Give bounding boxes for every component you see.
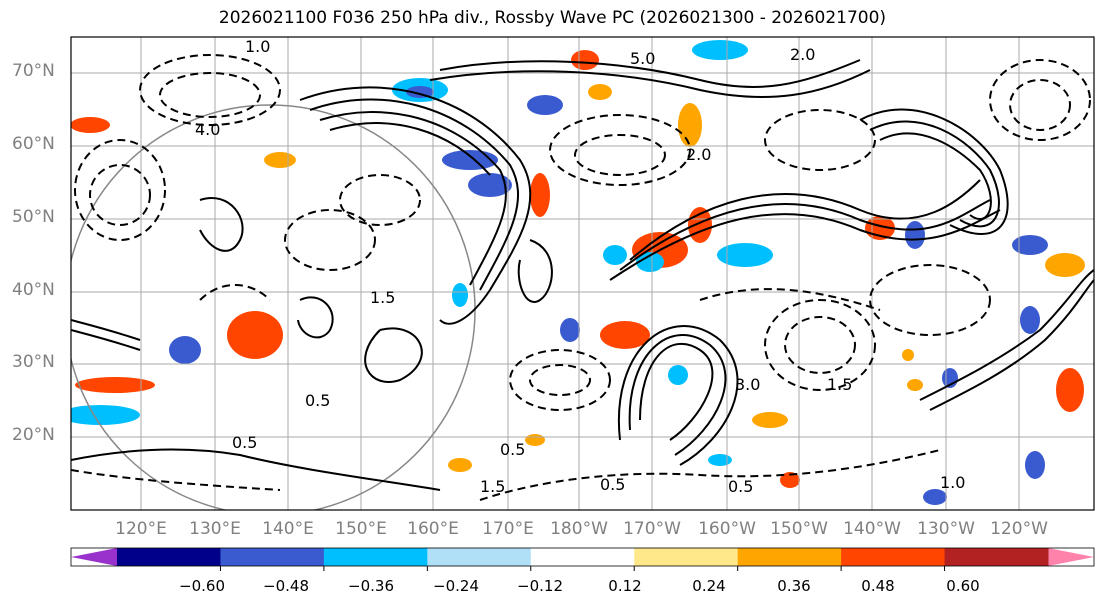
colorbar-segment <box>634 548 739 566</box>
contour-label: 0.5 <box>600 475 625 494</box>
lon-label-140e: 140°E <box>262 519 314 539</box>
colorbar-segment <box>117 548 221 566</box>
colorbar-tick-label: −0.48 <box>263 577 309 595</box>
lat-label-20n: 20°N <box>12 425 55 445</box>
colorbar-segment <box>737 548 842 566</box>
lon-label-180w: 180°W <box>550 519 608 539</box>
colorbar-segment <box>220 548 325 566</box>
colorbar-tick-label: 0.24 <box>692 577 726 595</box>
colorbar-segment <box>944 548 1049 566</box>
map-background <box>71 37 1094 510</box>
lon-label-160w: 160°W <box>698 519 756 539</box>
contour-label: 2.0 <box>686 145 711 164</box>
colorbar-segment <box>323 548 428 566</box>
contour-label: 1.5 <box>827 375 852 394</box>
colorbar-tick-label: 0.12 <box>608 577 642 595</box>
contour-label: 1.0 <box>245 37 270 56</box>
lat-label-40n: 40°N <box>12 280 55 300</box>
lon-label-120w: 120°W <box>990 519 1048 539</box>
lon-label-130e: 130°E <box>189 519 241 539</box>
colorbar-segment <box>427 548 532 566</box>
contour-label: 1.5 <box>480 477 505 496</box>
dashed-contours <box>71 54 1091 501</box>
colorbar-tick-label: −0.24 <box>433 577 479 595</box>
lon-label-150w: 150°W <box>770 519 828 539</box>
colorbar-segment <box>841 548 946 566</box>
lon-label-170e: 170°E <box>482 519 534 539</box>
colorbar-tick-label: 0.60 <box>946 577 980 595</box>
colorbar-extend-high <box>1048 548 1094 566</box>
contour-label: 5.0 <box>630 49 655 68</box>
lat-label-70n: 70°N <box>12 61 55 81</box>
colorbar-extend-low <box>71 548 117 566</box>
lat-label-60n: 60°N <box>12 134 55 154</box>
lon-label-120e: 120°E <box>115 519 167 539</box>
contour-label: 0.5 <box>305 391 330 410</box>
lat-label-50n: 50°N <box>12 207 55 227</box>
lon-label-130w: 130°W <box>917 519 975 539</box>
contour-label: 3.0 <box>735 375 760 394</box>
contour-label: 0.5 <box>728 477 753 496</box>
contour-label: 1.5 <box>370 288 395 307</box>
map-frame <box>70 36 1095 511</box>
colorbar-tick-label: −0.36 <box>348 577 394 595</box>
lon-label-150e: 150°E <box>335 519 387 539</box>
lon-label-160e: 160°E <box>407 519 459 539</box>
colorbar-tick-label: 0.48 <box>861 577 895 595</box>
solid-contours <box>71 59 1094 491</box>
contour-label: 2.0 <box>790 45 815 64</box>
contour-label: 1.0 <box>940 473 965 492</box>
colorbar <box>70 547 1095 571</box>
contour-label-group: 5.0 1.0 0.5 1.5 2.0 3.0 4.0 0.5 1.5 2.0 … <box>195 37 965 496</box>
lon-label-170w: 170°W <box>623 519 681 539</box>
contour-label: 0.5 <box>500 440 525 459</box>
contour-label: 4.0 <box>195 120 220 139</box>
colorbar-tick-label: −0.12 <box>517 577 563 595</box>
colorbar-tick-label: −0.60 <box>179 577 225 595</box>
contour-label: 0.5 <box>232 433 257 452</box>
colorbar-segment <box>530 548 635 566</box>
colorbar-tick-label: 0.36 <box>777 577 811 595</box>
lat-label-30n: 30°N <box>12 352 55 372</box>
lon-label-140w: 140°W <box>843 519 901 539</box>
chart-title: 2026021100 F036 250 hPa div., Rossby Wav… <box>218 8 887 28</box>
